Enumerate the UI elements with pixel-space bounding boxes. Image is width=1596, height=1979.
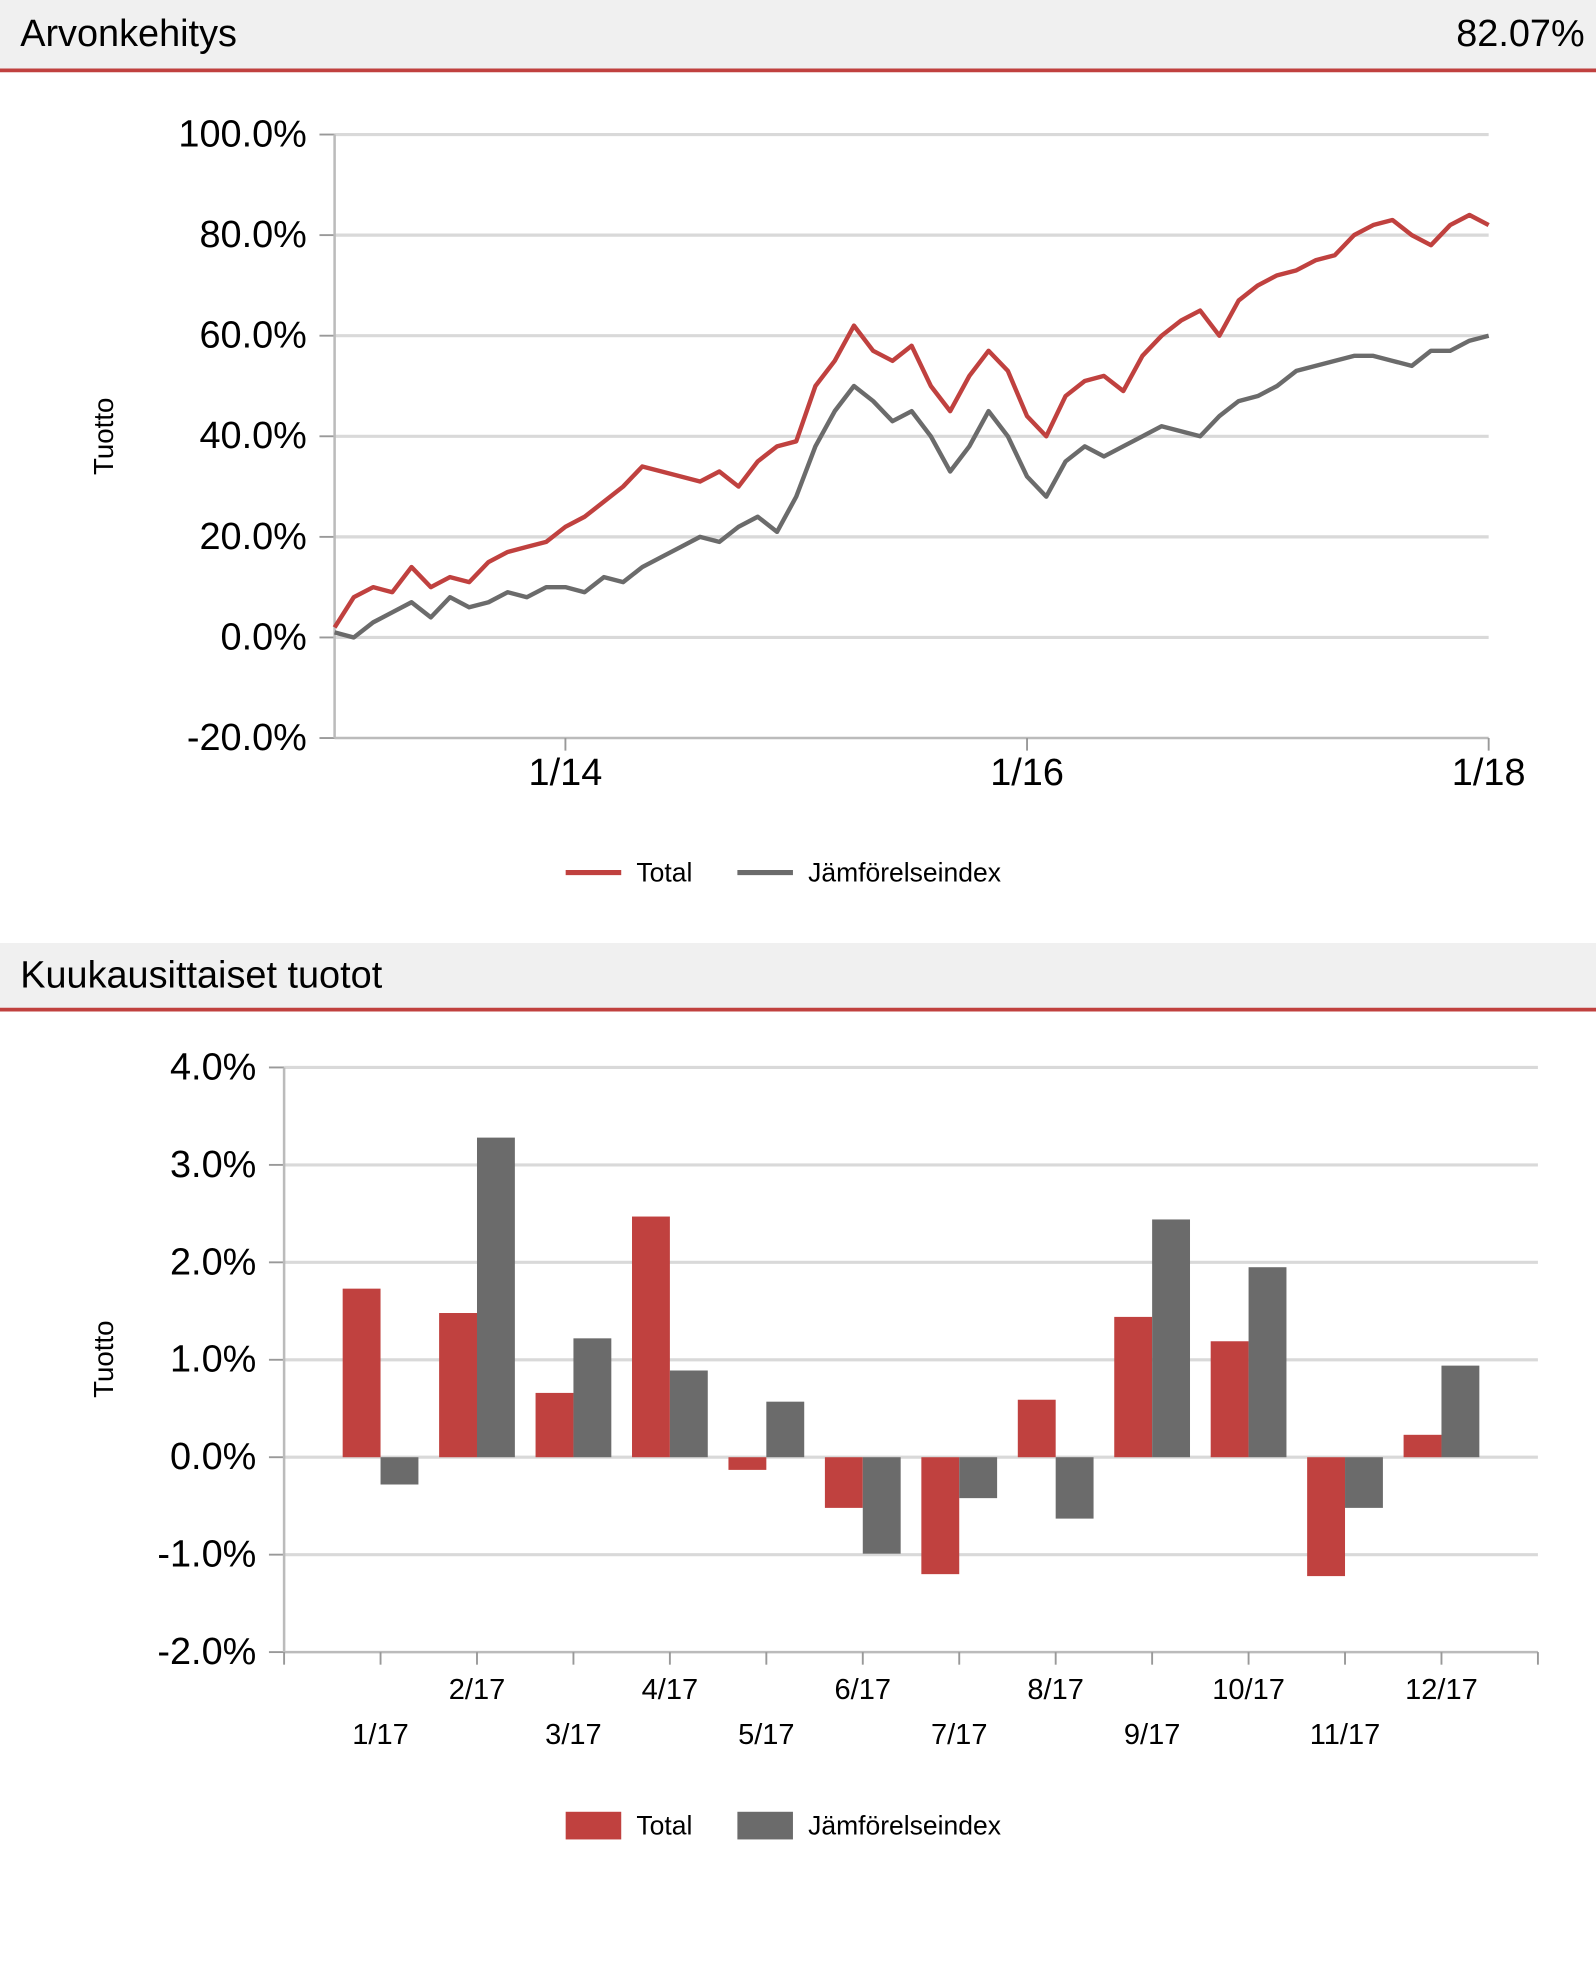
- bar: [959, 1457, 998, 1499]
- bar: [1441, 1365, 1480, 1458]
- header-bg: [0, 0, 1596, 70]
- y-tick-label: -20.0%: [187, 717, 307, 759]
- section-title: Arvonkehitys: [20, 13, 237, 55]
- bar: [439, 1313, 477, 1458]
- bar: [380, 1457, 419, 1485]
- legend-swatch: [565, 1811, 622, 1840]
- x-tick-label: 8/17: [1027, 1674, 1084, 1706]
- bar: [1152, 1219, 1191, 1458]
- bar: [476, 1137, 515, 1458]
- bar: [1248, 1267, 1287, 1458]
- y-tick-label: 0.0%: [170, 1436, 256, 1478]
- y-tick-label: 4.0%: [170, 1046, 256, 1088]
- bar: [1210, 1341, 1249, 1458]
- x-tick-label: 5/17: [738, 1719, 795, 1751]
- bar: [921, 1457, 960, 1575]
- x-tick-label: 6/17: [835, 1674, 892, 1706]
- bar: [1403, 1434, 1442, 1458]
- section-title: Kuukausittaiset tuotot: [20, 955, 383, 997]
- y-tick-label: 0.0%: [221, 616, 307, 658]
- x-tick-label: 7/17: [931, 1719, 988, 1751]
- x-tick-label: 9/17: [1124, 1719, 1181, 1751]
- bar: [573, 1338, 612, 1458]
- y-tick-label: 3.0%: [170, 1144, 256, 1186]
- y-tick-label: 100.0%: [178, 114, 306, 156]
- legend-label: Total: [636, 858, 692, 888]
- x-tick-label: 12/17: [1405, 1674, 1478, 1706]
- x-tick-label: 11/17: [1310, 1719, 1380, 1751]
- bar: [632, 1216, 670, 1458]
- y-tick-label: 20.0%: [199, 516, 306, 558]
- line-series: [332, 212, 1490, 629]
- x-tick-label: 2/17: [449, 1674, 506, 1706]
- legend-label: Jämförelseindex: [808, 1811, 1001, 1841]
- y-axis-title: Tuotto: [88, 1320, 119, 1397]
- x-tick-label: 1/18: [1452, 752, 1526, 794]
- x-tick-label: 1/17: [352, 1719, 409, 1751]
- bar: [1055, 1457, 1094, 1519]
- y-tick-label: 40.0%: [199, 415, 306, 457]
- bar: [1307, 1457, 1346, 1577]
- legend-label: Total: [636, 1811, 692, 1841]
- bar: [669, 1370, 708, 1458]
- legend-label: Jämförelseindex: [808, 858, 1001, 888]
- bar: [728, 1457, 767, 1470]
- legend-swatch: [737, 1811, 793, 1840]
- y-tick-label: 2.0%: [170, 1241, 256, 1283]
- x-tick-label: 1/14: [529, 752, 603, 794]
- total-return: 82.07%: [1456, 13, 1584, 55]
- header-bg: [0, 942, 1596, 1009]
- x-tick-label: 10/17: [1212, 1674, 1285, 1706]
- bar: [342, 1288, 381, 1458]
- y-tick-label: 80.0%: [199, 214, 306, 256]
- line-series: [334, 333, 1490, 640]
- x-tick-label: 3/17: [545, 1719, 602, 1751]
- bar: [1345, 1457, 1383, 1508]
- x-tick-label: 1/16: [990, 752, 1064, 794]
- bar: [1017, 1399, 1056, 1458]
- y-tick-label: -2.0%: [157, 1631, 256, 1673]
- bar: [535, 1392, 574, 1458]
- bar: [862, 1457, 901, 1554]
- y-axis-title: Tuotto: [88, 398, 119, 475]
- y-tick-label: 1.0%: [170, 1339, 256, 1381]
- bar: [1114, 1316, 1153, 1458]
- y-tick-label: 60.0%: [199, 315, 306, 357]
- bar: [766, 1401, 805, 1458]
- x-tick-label: 4/17: [642, 1674, 699, 1706]
- bar: [824, 1457, 863, 1508]
- y-tick-label: -1.0%: [157, 1534, 256, 1576]
